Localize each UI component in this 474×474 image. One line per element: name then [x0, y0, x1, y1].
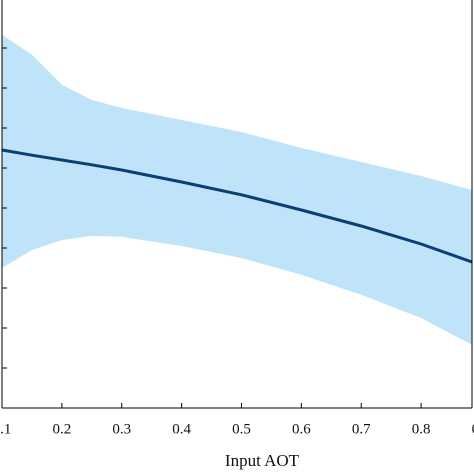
x-tick-label: 0.8	[412, 421, 431, 437]
x-tick-label: 0.5	[232, 421, 251, 437]
x-tick-label: 0.9	[472, 421, 474, 437]
confidence-band	[2, 34, 472, 345]
x-tick-label: 0.2	[52, 421, 71, 437]
line	[1, 148, 473, 264]
x-tick-label: 0.6	[292, 421, 311, 437]
x-tick-label: 0.7	[352, 421, 371, 437]
x-tick-label: 0.3	[112, 421, 131, 437]
x-axis-label: Input AOT	[225, 451, 300, 470]
x-tick-label: 0.1	[0, 421, 11, 437]
x-tick-label: 0.4	[172, 421, 191, 437]
